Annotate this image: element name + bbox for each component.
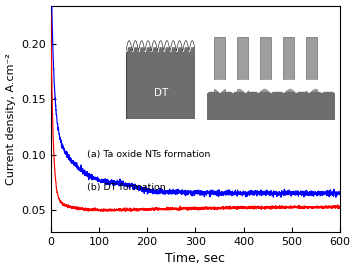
X-axis label: Time, sec: Time, sec xyxy=(165,253,225,265)
Text: (b) DT formation: (b) DT formation xyxy=(87,183,166,192)
Y-axis label: Current density, A.cm⁻²: Current density, A.cm⁻² xyxy=(6,53,16,185)
Text: (a) Ta oxide NTs formation: (a) Ta oxide NTs formation xyxy=(87,150,210,159)
